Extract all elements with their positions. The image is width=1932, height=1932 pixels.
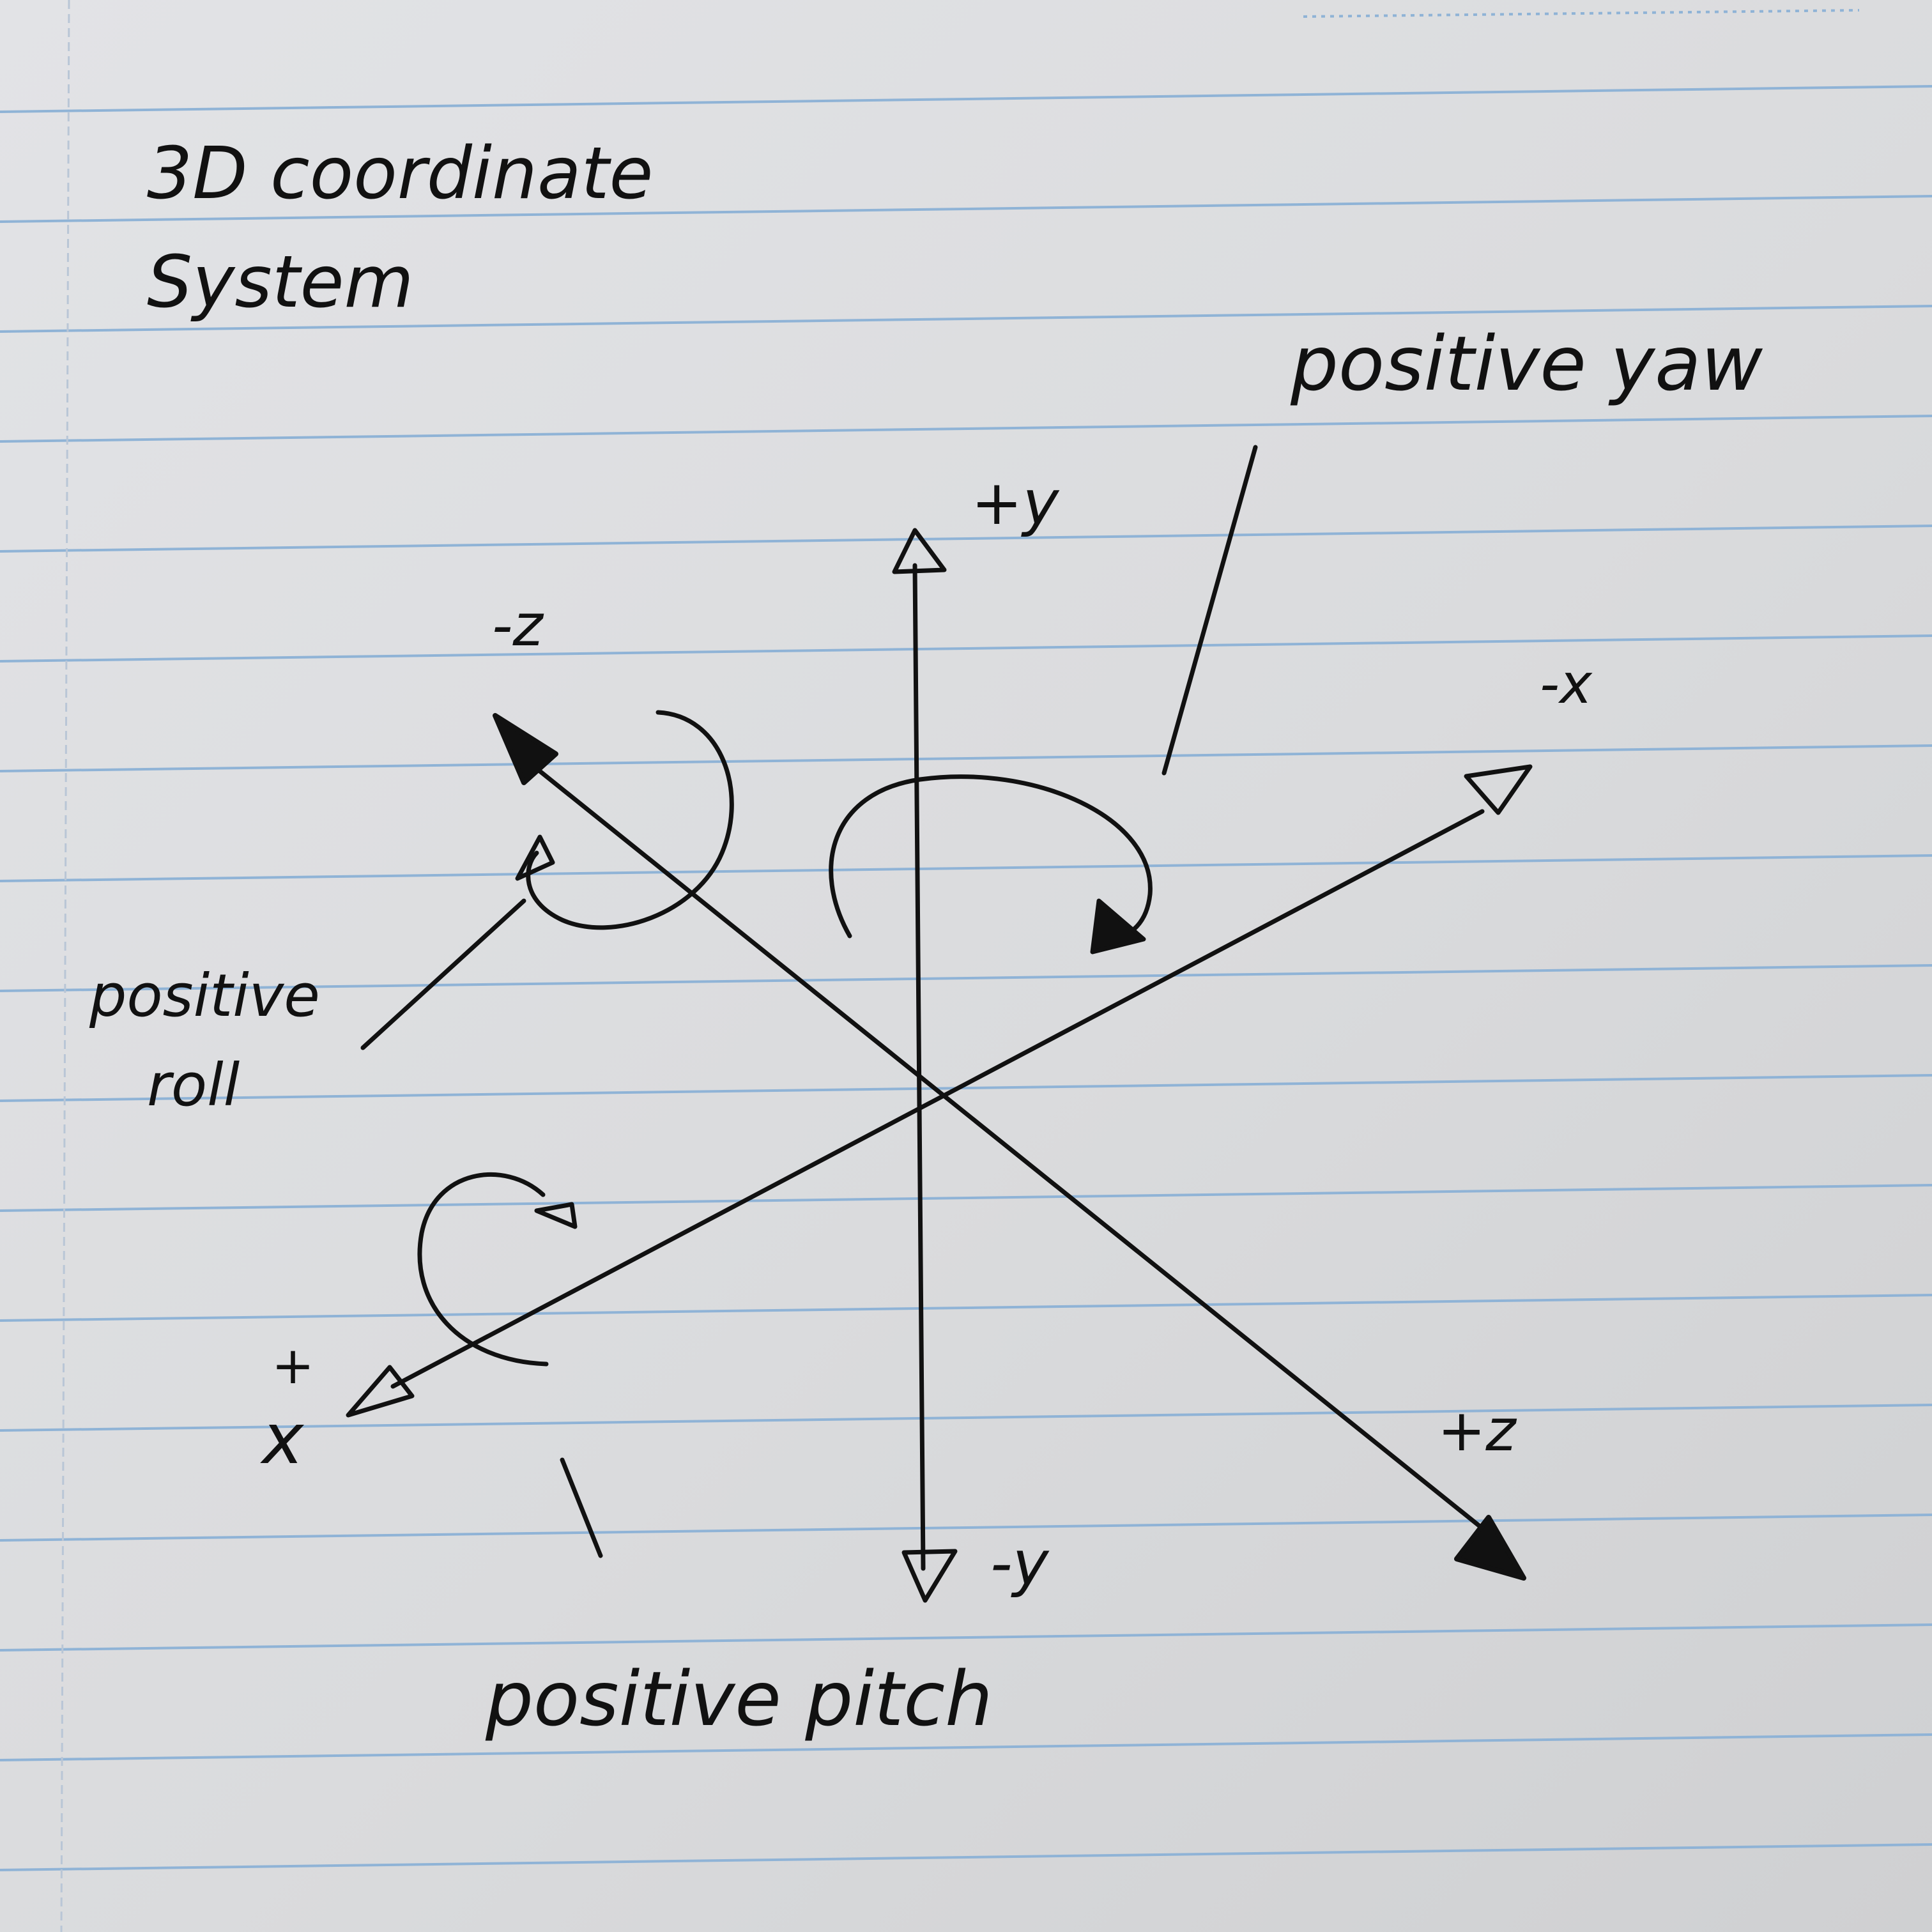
ruled-line: [0, 1733, 1932, 1761]
ruled-line: [0, 634, 1932, 663]
pitch-arrowhead: [534, 1202, 578, 1229]
yaw-arrowhead: [1090, 898, 1146, 954]
plus-y-label: +y: [971, 467, 1059, 539]
ruled-line: [0, 1404, 1932, 1432]
plus-z-label: +z: [1438, 1397, 1517, 1464]
ruled-line: [0, 964, 1932, 992]
minus-z-arrowhead: [493, 713, 558, 785]
ruled-line: [0, 415, 1932, 443]
ruled-lines: [0, 85, 1932, 1871]
ruled-line: [0, 195, 1932, 223]
x-axis-line: [390, 809, 1485, 1389]
plus-z-arrowhead: [1454, 1515, 1526, 1581]
plus-x-sign-label: +: [272, 1336, 314, 1395]
z-axis-line: [528, 761, 1491, 1536]
plus-y-arrowhead: [892, 528, 947, 574]
ruled-line: [0, 1623, 1932, 1652]
ruled-line: [0, 744, 1932, 772]
ruled-line: [0, 1514, 1932, 1542]
roll-arrowhead: [515, 834, 555, 881]
pitch-rotation-arc: [417, 1172, 549, 1367]
roll-label-line-2: roll: [147, 1051, 240, 1119]
roll-pointer-line: [360, 898, 526, 1050]
minus-x-arrowhead: [1464, 764, 1533, 815]
dotted-header-line: [1303, 9, 1860, 18]
ruled-line: [0, 1184, 1932, 1212]
ruled-line: [0, 854, 1932, 882]
pitch-pointer-line: [560, 1457, 603, 1558]
yaw-pointer-line: [1162, 445, 1258, 776]
minus-y-label: -y: [990, 1528, 1050, 1599]
ruled-line: [0, 1843, 1932, 1871]
plus-x-letter-label: x: [260, 1398, 305, 1480]
title-line-2: System: [147, 241, 414, 324]
minus-y-arrowhead: [901, 1549, 958, 1603]
y-axis-line: [912, 563, 926, 1571]
yaw-rotation-arc: [829, 774, 1153, 942]
pitch-label: positive pitch: [485, 1655, 993, 1743]
margin-line: [60, 0, 70, 1932]
ruled-line: [0, 85, 1932, 113]
yaw-label: positive yaw: [1290, 319, 1763, 408]
roll-label-line-1: positive: [89, 962, 320, 1030]
plus-x-arrowhead: [346, 1365, 415, 1418]
title-line-1: 3D coordinate: [147, 132, 653, 215]
ruled-line: [0, 305, 1932, 333]
ruled-line: [0, 1294, 1932, 1322]
ruled-line: [0, 1074, 1932, 1102]
ruled-line: [0, 525, 1932, 553]
minus-x-label: -x: [1540, 652, 1593, 716]
roll-rotation-arc: [526, 710, 734, 930]
minus-z-label: -z: [492, 592, 544, 659]
